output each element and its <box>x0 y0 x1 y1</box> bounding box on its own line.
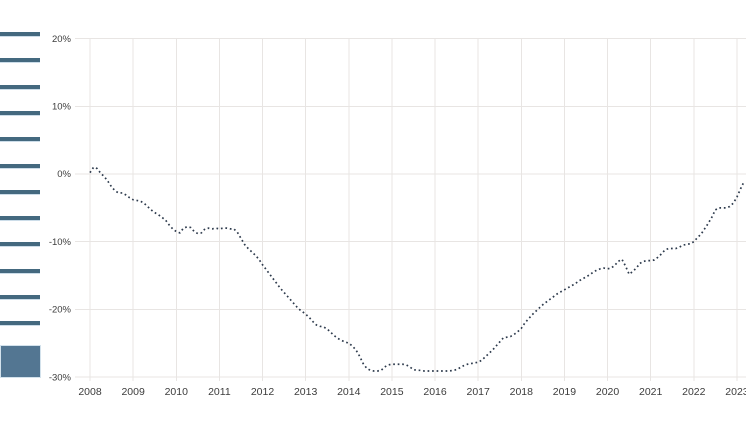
y-tick-label: 10% <box>52 102 72 113</box>
left-panel-bar <box>0 216 40 222</box>
x-tick-label: 2013 <box>294 386 318 398</box>
left-panel-bar <box>0 321 40 327</box>
data-series-line <box>89 166 745 372</box>
x-tick-label: 2020 <box>596 386 620 398</box>
left-panel-bar <box>0 84 40 90</box>
y-tick-label: -30% <box>49 372 72 383</box>
y-tick-label: -10% <box>49 237 72 248</box>
x-tick-label: 2023 <box>725 386 746 398</box>
x-tick-label: 2016 <box>423 386 447 398</box>
x-tick-label: 2012 <box>251 386 275 398</box>
x-tick-label: 2015 <box>380 386 404 398</box>
left-panel-bar <box>0 268 40 274</box>
left-panel-bar <box>0 189 40 195</box>
left-edge-bar-list <box>0 0 44 419</box>
x-tick-label: 2017 <box>466 386 490 398</box>
x-tick-label: 2010 <box>165 386 189 398</box>
left-panel-bar <box>0 242 40 248</box>
left-panel-bar <box>0 295 40 300</box>
x-tick-label: 2021 <box>639 386 663 398</box>
left-panel-bar <box>0 137 40 143</box>
left-panel-block <box>0 345 41 378</box>
left-panel-bar <box>0 58 40 64</box>
x-tick-label: 2019 <box>553 386 577 398</box>
y-tick-label: 20% <box>52 34 72 45</box>
y-tick-label: 0% <box>57 169 71 180</box>
x-tick-label: 2022 <box>682 386 706 398</box>
x-tick-label: 2014 <box>337 386 361 398</box>
x-tick-label: 2009 <box>121 386 145 398</box>
left-panel-bar <box>0 32 40 37</box>
x-tick-label: 2018 <box>510 386 534 398</box>
x-tick-label: 2008 <box>78 386 102 398</box>
left-panel-bar <box>0 163 40 169</box>
y-tick-label: -20% <box>49 305 72 316</box>
left-panel-bar <box>0 110 40 116</box>
x-tick-label: 2011 <box>208 386 231 398</box>
